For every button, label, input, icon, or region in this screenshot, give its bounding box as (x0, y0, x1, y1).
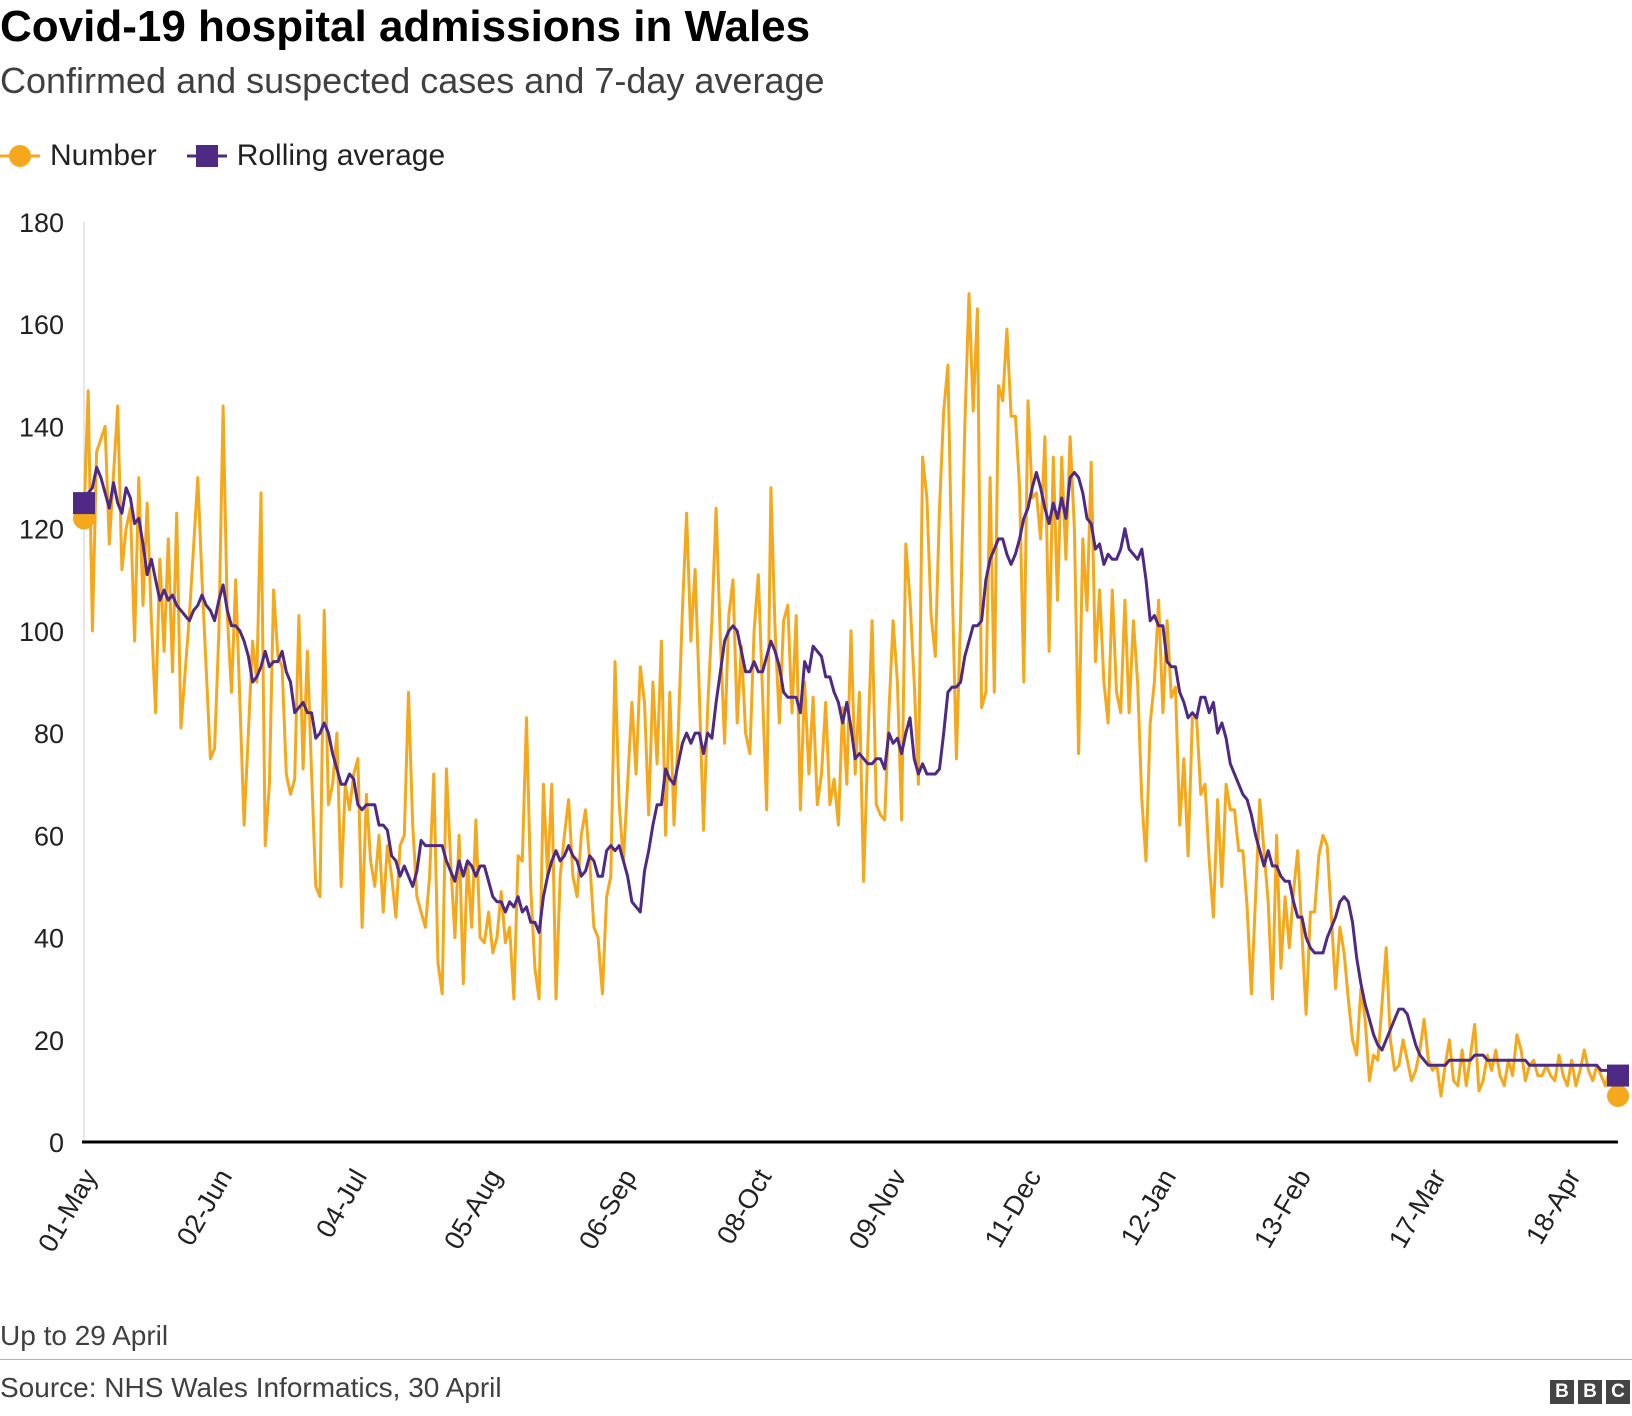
legend: Number Rolling average (0, 136, 475, 176)
source-text: Source: NHS Wales Informatics, 30 April (0, 1372, 502, 1403)
x-axis: 01-May 02-Jun 04-Jul 05-Aug 06-Sep 08-Oct 09-N… (32, 1140, 1618, 1257)
y-tick-label: 180 (19, 208, 64, 238)
chart-subtitle: Confirmed and suspected cases and 7-day … (0, 60, 825, 101)
x-tick-label: 11-Dec (979, 1164, 1048, 1253)
y-tick-label: 40 (34, 924, 64, 954)
x-tick-label: 04-Jul (310, 1164, 373, 1243)
y-axis: 0 20 40 60 80 100 120 140 160 180 (19, 208, 85, 1158)
x-tick-label: 09-Nov (843, 1164, 913, 1255)
marker-layer (73, 492, 1629, 1107)
legend-item-rolling-average: Rolling average (186, 139, 446, 173)
x-tick-label: 02-Jun (171, 1164, 238, 1251)
rolling-average-start-marker (73, 492, 95, 515)
y-tick-label: 120 (19, 515, 64, 545)
y-tick-label: 100 (19, 617, 64, 647)
x-tick-label: 17-Mar (1383, 1164, 1452, 1253)
y-tick-label: 20 (34, 1026, 64, 1056)
legend-label-rolling-average: Rolling average (236, 139, 446, 172)
x-tick-label: 13-Feb (1248, 1164, 1317, 1253)
chart-plot: 0 20 40 60 80 100 120 140 160 180 01-May 02-Jun 04-… (19, 208, 1629, 1257)
series-layer (82, 292, 1620, 1098)
x-tick-label: 08-Oct (711, 1164, 778, 1250)
legend-key-rolling-average-icon (186, 145, 227, 167)
x-tick-label: 01-May (32, 1164, 103, 1257)
legend-label-number: Number (50, 139, 157, 172)
y-tick-label: 60 (34, 821, 64, 851)
x-tick-label: 06-Sep (573, 1164, 643, 1254)
y-tick-label: 80 (34, 719, 64, 749)
y-tick-label: 0 (49, 1128, 64, 1158)
chart-title: Covid-19 hospital admissions in Wales (0, 2, 811, 51)
footer-divider (0, 1359, 1632, 1360)
number-end-marker (1607, 1085, 1629, 1107)
y-tick-label: 160 (19, 310, 64, 340)
legend-key-number-icon (0, 145, 40, 167)
y-tick-label: 140 (19, 412, 64, 442)
chart-note: Up to 29 April (0, 1320, 169, 1351)
series-line-rolling-average (82, 465, 1620, 1078)
rolling-average-end-marker (1607, 1064, 1629, 1087)
x-tick-label: 18-Apr (1520, 1164, 1587, 1249)
legend-item-number: Number (0, 139, 157, 173)
x-tick-label: 12-Jan (1115, 1164, 1182, 1251)
x-tick-label: 05-Aug (438, 1164, 508, 1254)
series-line-number (82, 292, 1620, 1098)
